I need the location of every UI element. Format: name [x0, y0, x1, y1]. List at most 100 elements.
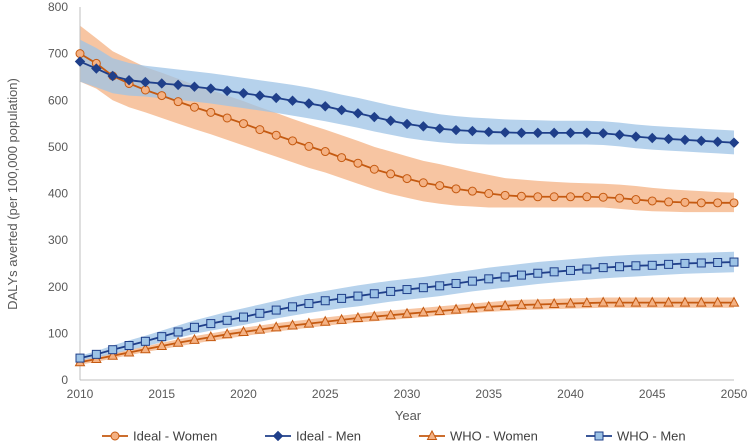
who-women-point — [663, 296, 674, 307]
y-tick-label: 800 — [48, 0, 68, 14]
ideal-men-point — [499, 127, 511, 138]
y-tick-label: 700 — [48, 47, 68, 61]
legend-label: Ideal - Men — [296, 429, 361, 441]
series-markers — [74, 49, 740, 367]
who-women-point — [107, 349, 119, 360]
legend-swatch-marker — [594, 431, 604, 441]
who-women-point — [597, 296, 609, 307]
x-axis-title: Year — [395, 408, 422, 423]
who-women-point — [581, 297, 593, 308]
ideal-women-point — [500, 190, 510, 200]
who-women-point — [434, 304, 446, 315]
who-women-point — [189, 333, 200, 344]
who-men-point — [664, 259, 674, 269]
ideal-men-point — [91, 63, 102, 74]
x-tick-label: 2015 — [148, 387, 175, 401]
who-men-point — [435, 281, 445, 291]
x-tick-label: 2025 — [312, 387, 339, 401]
ideal-women-point — [304, 141, 314, 151]
ideal-women-point — [173, 97, 183, 107]
who-men-point — [386, 286, 396, 296]
x-tick-label: 2020 — [230, 387, 257, 401]
who-men-point — [108, 345, 118, 355]
who-women-point — [140, 343, 151, 354]
who-men-point — [598, 263, 608, 273]
who-men-point — [516, 270, 526, 280]
who-women-point — [728, 296, 740, 307]
ideal-men-point — [270, 92, 282, 104]
ideal-women-point — [206, 107, 216, 117]
y-tick-label: 100 — [48, 326, 68, 340]
who-women-point — [287, 319, 298, 330]
ideal-women-point — [435, 181, 445, 191]
ideal-women-point — [533, 192, 543, 202]
ideal-women-point — [484, 189, 494, 198]
y-tick-label: 0 — [61, 373, 68, 387]
who-men-point — [713, 258, 723, 268]
who-men-point — [255, 308, 265, 318]
ideal-women-point — [418, 178, 428, 188]
ideal-women-point — [255, 125, 265, 135]
who-women-point — [614, 296, 625, 307]
who-women-point — [418, 306, 429, 317]
who-women-point — [385, 309, 396, 320]
who-women-point — [319, 315, 331, 326]
who-men-point — [369, 289, 379, 299]
ideal-women-point — [271, 130, 281, 140]
ideal-men-point — [401, 118, 413, 130]
who-men-point — [582, 264, 592, 274]
ideal-women-point — [353, 158, 363, 168]
who-men-point — [353, 291, 363, 301]
legend-swatch-marker — [272, 430, 284, 441]
who-women-point — [630, 296, 642, 307]
who-women-point — [450, 303, 462, 314]
ideal-men-point — [369, 111, 380, 123]
ideal-men-point — [238, 88, 249, 99]
x-tick-label: 2035 — [475, 387, 502, 401]
who-men-point — [157, 332, 167, 342]
who-men-point — [418, 283, 428, 293]
ideal-men-point — [712, 136, 723, 147]
ideal-women-point — [729, 198, 739, 208]
ideal-men-point — [254, 90, 266, 101]
y-tick-label: 200 — [48, 280, 68, 294]
who-women-point — [532, 298, 544, 309]
who-men-point — [631, 261, 641, 271]
ideal-men-point — [450, 124, 462, 136]
ideal-women-point — [451, 184, 461, 194]
who-women-point — [221, 328, 233, 339]
who-men-point — [484, 274, 494, 284]
y-tick-label: 500 — [48, 140, 68, 154]
x-tick-label: 2030 — [394, 387, 421, 401]
who-women-point — [238, 325, 249, 336]
ideal-men-point — [221, 85, 233, 97]
x-tick-label: 2010 — [67, 387, 94, 401]
who-men-point — [566, 265, 575, 275]
ideal-men-point — [74, 56, 86, 67]
ideal-women-point — [598, 192, 608, 202]
x-tick-label: 2045 — [639, 387, 666, 401]
who-women-point — [467, 302, 478, 313]
who-women-point — [499, 299, 511, 310]
y-tick-label: 300 — [48, 233, 68, 247]
who-men-point — [140, 336, 150, 346]
ideal-men-point — [123, 74, 135, 86]
ideal-women-point — [157, 91, 167, 101]
legend-swatch-marker — [426, 429, 438, 440]
who-men-point — [729, 257, 739, 267]
ideal-women-point — [647, 196, 657, 206]
who-women-point — [548, 297, 560, 309]
ideal-women-point — [680, 197, 690, 207]
ideal-women-point — [288, 136, 298, 146]
ideal-women-point — [222, 113, 232, 123]
legend: Ideal - Women Ideal - Men WHO - Women WHO -… — [102, 429, 686, 441]
who-women-point — [516, 298, 527, 309]
ideal-women-point — [713, 198, 723, 208]
legend-item-who-women: WHO - Women — [419, 429, 538, 441]
ideal-men-point — [205, 83, 217, 94]
ideal-men-point — [565, 127, 576, 139]
who-men-point — [304, 299, 314, 309]
ideal-men-point — [581, 127, 593, 139]
ideal-women-point — [696, 198, 706, 208]
axes — [79, 7, 734, 381]
